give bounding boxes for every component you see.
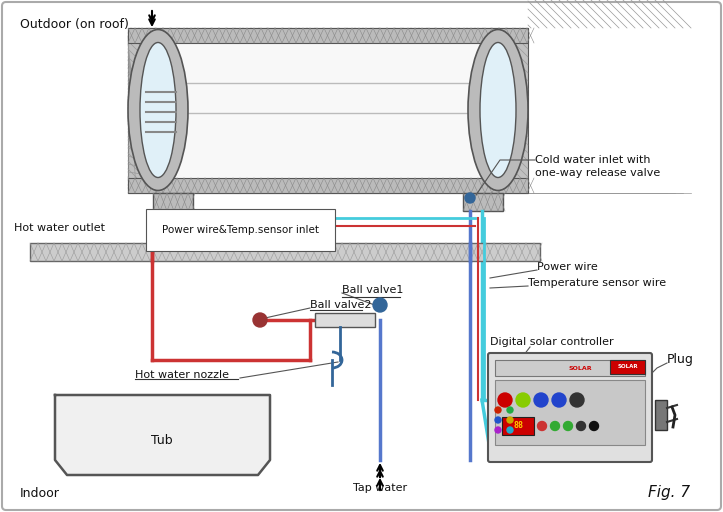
Text: Plug: Plug <box>667 353 694 367</box>
Bar <box>128 28 528 43</box>
Ellipse shape <box>128 30 188 190</box>
Circle shape <box>507 427 513 433</box>
Circle shape <box>534 393 548 407</box>
Circle shape <box>253 313 267 327</box>
Circle shape <box>516 393 530 407</box>
Circle shape <box>465 193 475 203</box>
Text: Ball valve2: Ball valve2 <box>310 300 372 310</box>
Circle shape <box>570 393 584 407</box>
Text: Outdoor (on roof): Outdoor (on roof) <box>20 18 129 31</box>
Bar <box>315 313 375 327</box>
Text: one-way release valve: one-way release valve <box>535 168 660 178</box>
Circle shape <box>495 427 501 433</box>
Polygon shape <box>55 395 270 475</box>
Text: Power wire: Power wire <box>537 262 598 272</box>
Text: SOLAR: SOLAR <box>617 365 638 370</box>
Circle shape <box>563 421 573 431</box>
Bar <box>153 193 193 211</box>
Text: Cold water inlet with: Cold water inlet with <box>535 155 651 165</box>
Text: SOLAR: SOLAR <box>568 366 592 371</box>
Text: Digital solar controller: Digital solar controller <box>490 337 614 347</box>
Bar <box>495 360 645 376</box>
Circle shape <box>498 393 512 407</box>
Bar <box>158 38 498 183</box>
Text: 88: 88 <box>513 421 523 431</box>
Text: Power wire&Temp.sensor inlet: Power wire&Temp.sensor inlet <box>162 225 319 235</box>
Circle shape <box>495 407 501 413</box>
Text: Tap water: Tap water <box>353 483 407 493</box>
Ellipse shape <box>140 42 176 178</box>
Text: Tub: Tub <box>151 434 173 446</box>
Bar <box>463 193 503 211</box>
Text: Indoor: Indoor <box>20 487 60 500</box>
Circle shape <box>589 421 599 431</box>
Circle shape <box>495 417 501 423</box>
Circle shape <box>537 421 547 431</box>
Ellipse shape <box>480 42 516 178</box>
Circle shape <box>576 421 586 431</box>
Circle shape <box>507 417 513 423</box>
Bar <box>495 380 645 445</box>
Circle shape <box>550 421 560 431</box>
Text: Hot water outlet: Hot water outlet <box>14 223 105 233</box>
Bar <box>128 178 528 193</box>
Bar <box>502 417 534 435</box>
Ellipse shape <box>468 30 528 190</box>
Bar <box>610 360 645 374</box>
Bar <box>128 28 528 193</box>
Circle shape <box>552 393 566 407</box>
Circle shape <box>162 210 174 222</box>
Text: Ball valve1: Ball valve1 <box>342 285 403 295</box>
FancyBboxPatch shape <box>488 353 652 462</box>
Text: Hot water nozzle: Hot water nozzle <box>135 370 229 380</box>
Text: Fig. 7: Fig. 7 <box>648 485 690 500</box>
Bar <box>655 400 667 430</box>
Text: Temperature sensor wire: Temperature sensor wire <box>528 278 666 288</box>
Bar <box>30 243 540 261</box>
Circle shape <box>373 298 387 312</box>
Circle shape <box>507 407 513 413</box>
